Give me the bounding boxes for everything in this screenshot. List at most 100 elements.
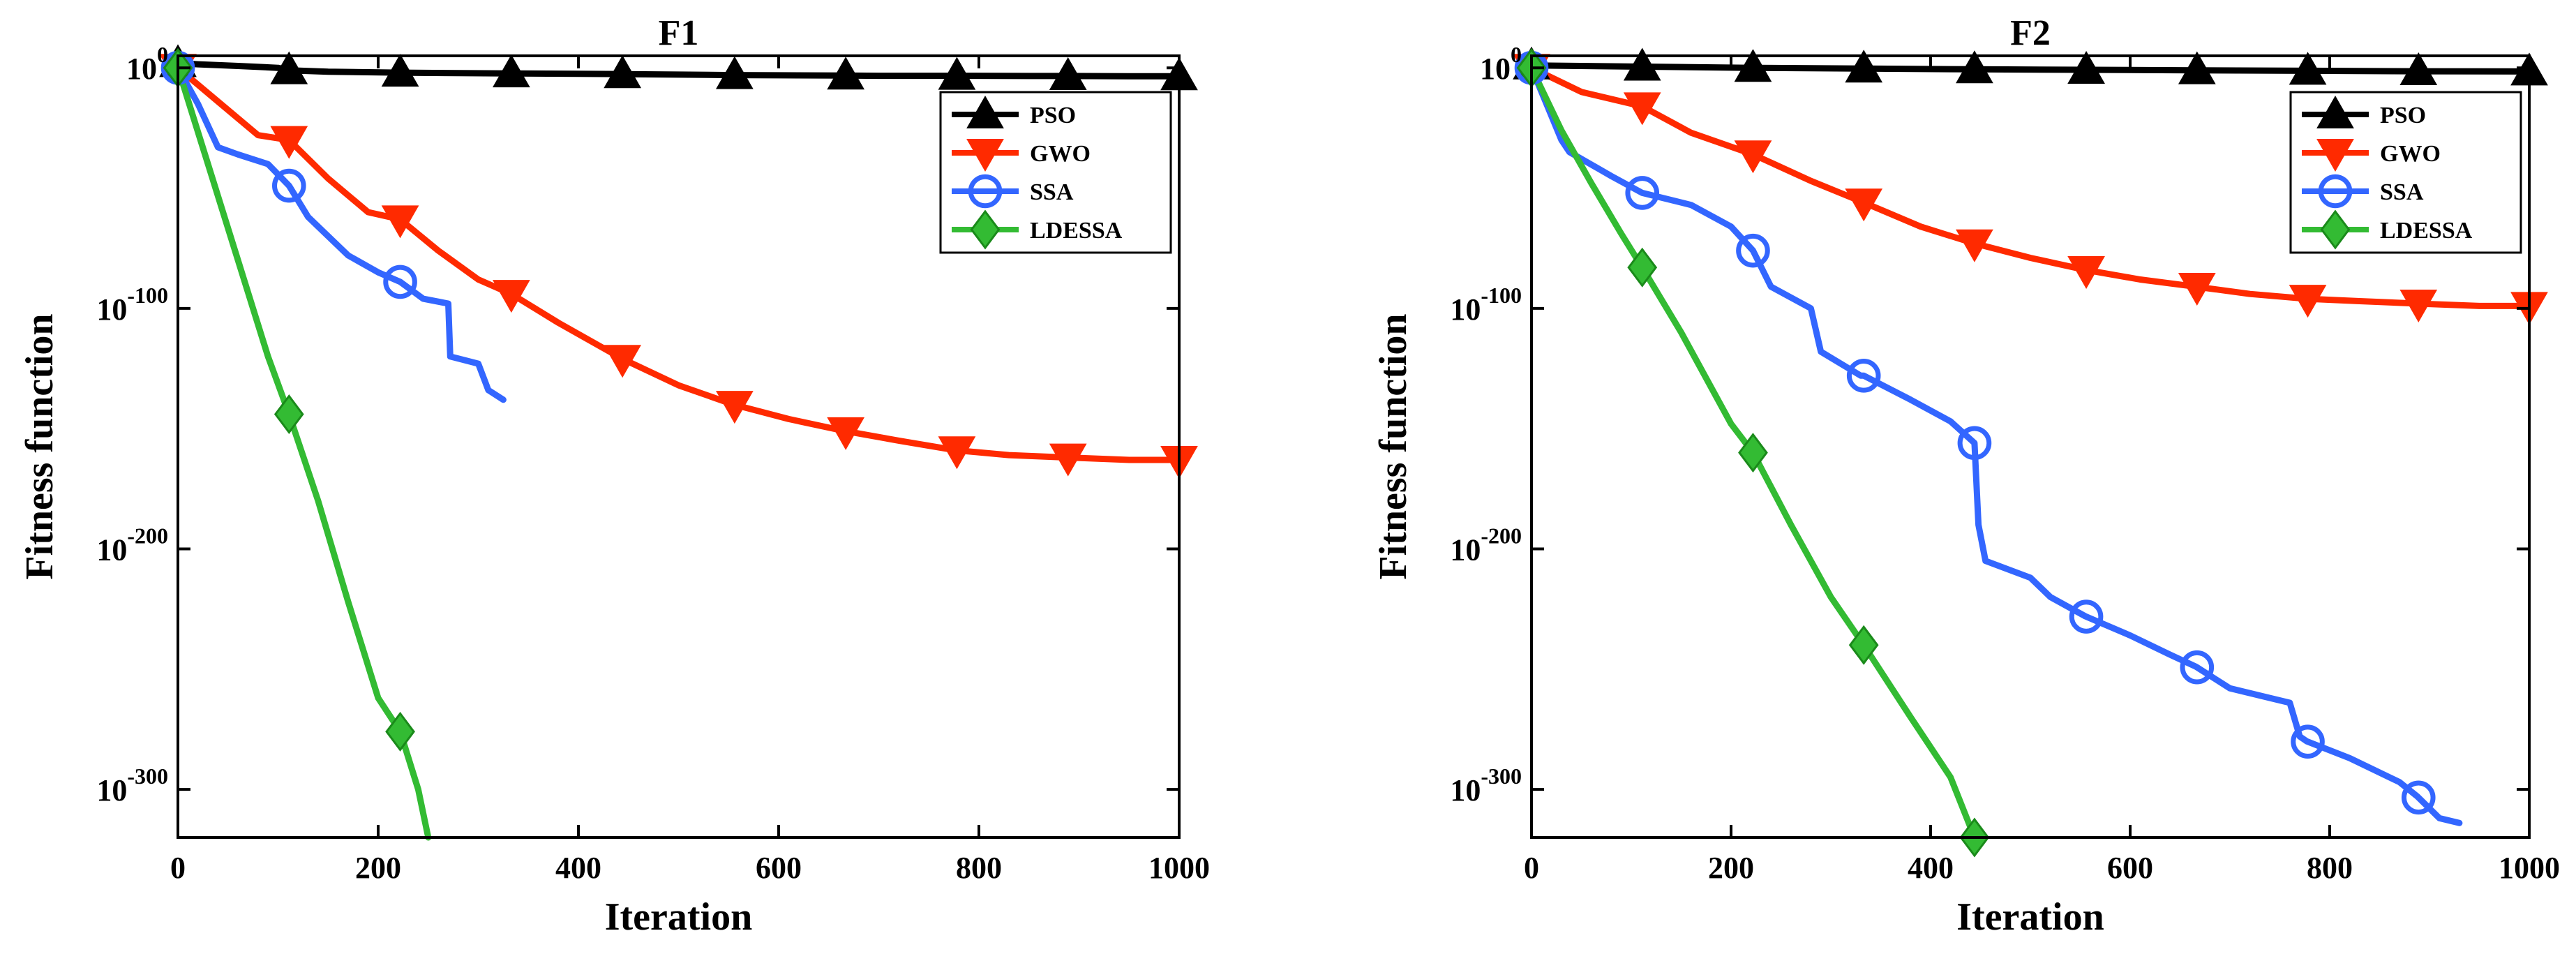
x-tick-label: 200 xyxy=(1708,851,1754,885)
marker-ssa xyxy=(271,168,306,203)
marker-ldessa xyxy=(385,711,415,752)
legend-label-ssa: SSA xyxy=(1030,179,1074,205)
marker-ssa xyxy=(1625,176,1660,210)
y-tick-exponent: -200 xyxy=(127,523,168,548)
marker-pso xyxy=(1049,57,1087,90)
axes-box xyxy=(177,54,1181,839)
marker-gwo xyxy=(1845,188,1883,222)
chart-panel-f1: 0 200 400 600 800 100010010-10010-20010-300F1… xyxy=(18,13,1210,939)
legend-label-gwo: GWO xyxy=(1030,141,1091,167)
marker-pso xyxy=(938,57,976,90)
legend-label-gwo: GWO xyxy=(2380,141,2441,167)
y-tick-base: 10 xyxy=(1450,773,1481,807)
y-tick-exponent: 0 xyxy=(1511,42,1522,67)
marker-pso xyxy=(1845,50,1883,83)
legend-marker-ldessa xyxy=(970,209,1001,250)
marker-ssa xyxy=(1736,233,1770,268)
legend: PSO GWO SSA LDESSA xyxy=(2289,91,2522,254)
x-axis-label: Iteration xyxy=(1956,895,2104,939)
marker-pso xyxy=(2178,51,2216,84)
marker-gwo xyxy=(2178,273,2216,306)
x-tick-label: 0 xyxy=(170,851,186,885)
series-line-ssa xyxy=(1528,64,2463,826)
marker-pso xyxy=(2399,52,2438,86)
y-tick-label: 10-100 xyxy=(96,283,168,327)
y-tick-base: 10 xyxy=(96,292,127,327)
marker-ldessa xyxy=(274,394,304,434)
marker-pso xyxy=(827,57,865,90)
marker-gwo xyxy=(2289,285,2327,318)
y-tick-exponent: -100 xyxy=(127,283,168,308)
marker-pso xyxy=(715,56,754,89)
y-tick-label: 100 xyxy=(126,42,168,86)
y-tick-base: 10 xyxy=(1480,52,1511,86)
y-tick-label: 10-200 xyxy=(1450,523,1522,567)
y-tick-base: 10 xyxy=(1450,292,1481,327)
marker-ssa xyxy=(2291,724,2325,759)
marker-gwo xyxy=(381,205,419,239)
y-tick-base: 10 xyxy=(1450,532,1481,567)
chart-title: F1 xyxy=(659,13,699,53)
marker-gwo xyxy=(604,345,642,378)
marker-ssa xyxy=(2180,650,2215,685)
marker-pso xyxy=(2289,52,2327,85)
legend-label-ssa: SSA xyxy=(2380,179,2424,205)
y-axis-label: Fitness function xyxy=(18,313,61,579)
marker-gwo xyxy=(715,391,754,424)
marker-gwo xyxy=(1623,92,1661,126)
legend-marker-ldessa xyxy=(2320,209,2351,250)
legend-marker-gwo xyxy=(2316,139,2354,172)
y-tick-exponent: -300 xyxy=(127,763,168,789)
legend-label-pso: PSO xyxy=(1030,103,1076,128)
marker-gwo xyxy=(827,417,865,450)
marker-gwo xyxy=(1734,140,1772,174)
y-tick-base: 10 xyxy=(126,52,157,86)
y-axis-label: Fitness function xyxy=(1372,313,1415,579)
x-tick-label: 200 xyxy=(355,851,401,885)
marker-pso xyxy=(1956,50,1993,84)
y-tick-base: 10 xyxy=(96,773,127,807)
legend-marker-pso xyxy=(966,95,1004,128)
series-line-gwo xyxy=(1528,64,2533,309)
marker-gwo xyxy=(270,126,308,159)
legend: PSO GWO SSA LDESSA xyxy=(939,91,1172,254)
legend-marker-ssa xyxy=(968,174,1003,209)
y-tick-label: 10-300 xyxy=(1450,763,1522,807)
y-tick-base: 10 xyxy=(96,532,127,567)
series-line-ldessa xyxy=(1528,64,1978,841)
legend-marker-pso xyxy=(2316,95,2354,128)
marker-ssa xyxy=(2069,599,2104,634)
marker-gwo xyxy=(938,436,976,470)
legend-marker-gwo xyxy=(966,139,1004,172)
y-tick-label: 100 xyxy=(1480,42,1522,86)
y-tick-label: 10-200 xyxy=(96,523,168,567)
marker-pso xyxy=(1734,49,1772,82)
axes-box xyxy=(1530,54,2531,839)
legend-marker-ssa xyxy=(2318,174,2353,209)
marker-pso xyxy=(381,54,419,87)
x-tick-label: 0 xyxy=(1524,851,1539,885)
series-line-ssa xyxy=(174,64,507,403)
marker-pso xyxy=(492,54,530,88)
legend-label-pso: PSO xyxy=(2380,103,2426,128)
marker-ldessa xyxy=(1848,625,1879,665)
x-tick-label: 800 xyxy=(956,851,1002,885)
x-tick-label: 400 xyxy=(555,851,601,885)
x-tick-label: 1000 xyxy=(1148,851,1210,885)
marker-ssa xyxy=(383,265,417,299)
x-tick-label: 600 xyxy=(2107,851,2153,885)
chart-panel-f2: 0 200 400 600 800 100010010-10010-20010-300F2… xyxy=(1372,13,2560,939)
series-line-ldessa xyxy=(174,64,432,841)
marker-gwo xyxy=(2067,255,2105,289)
chart-title: F2 xyxy=(2010,13,2051,53)
x-tick-label: 400 xyxy=(1908,851,1954,885)
y-tick-exponent: 0 xyxy=(157,42,168,67)
series-line-gwo xyxy=(174,64,1183,463)
marker-gwo xyxy=(2399,290,2438,323)
marker-ldessa xyxy=(1738,433,1768,473)
marker-ssa xyxy=(1846,359,1881,393)
y-tick-label: 10-100 xyxy=(1450,283,1522,327)
marker-ldessa xyxy=(1627,247,1658,288)
series-line-pso xyxy=(1528,62,2533,75)
